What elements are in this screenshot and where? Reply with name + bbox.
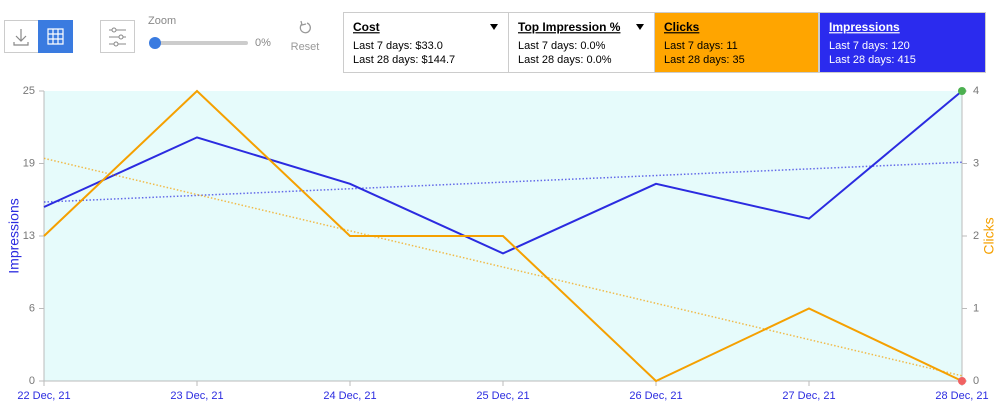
dropdown-arrow[interactable] — [490, 24, 498, 30]
card-title: Top Impression % — [518, 20, 621, 34]
x-tick-label: 27 Dec, 21 — [782, 390, 835, 402]
y-tick-label: 6 — [29, 302, 35, 314]
trend-line — [43, 161, 963, 203]
chart: 0 6 13 19 25 0 1 2 3 4 22 Dec, 21 23 Dec, 21 24 Dec,… — [6, 85, 997, 402]
card-stat: Last 28 days: 35 — [664, 54, 745, 66]
card-stat: Last 7 days: 120 — [829, 40, 910, 52]
table-button[interactable] — [38, 20, 73, 53]
y-tick-label: 19 — [23, 157, 35, 169]
card-stat: Last 28 days: 415 — [829, 54, 916, 66]
card-background — [819, 12, 986, 73]
y-tick-label: 13 — [23, 230, 35, 242]
x-tick-label: 22 Dec, 21 — [17, 390, 70, 402]
y-axis-title: Impressions — [6, 198, 22, 273]
data-line — [43, 90, 963, 255]
x-tick-label: 23 Dec, 21 — [170, 390, 223, 402]
metric-card[interactable]: Top Impression % Last 7 days: 0.0% Last 28… — [508, 12, 655, 73]
reset-label: Reset — [291, 41, 320, 53]
card-stat: Last 7 days: 11 — [664, 40, 738, 52]
metric-card[interactable]: Impressions Last 7 days: 120 Last 28 days:… — [819, 12, 986, 73]
card-title: Clicks — [664, 20, 700, 34]
card-stat: Last 7 days: $33.0 — [353, 40, 443, 52]
zoom-track[interactable] — [155, 41, 248, 45]
y2-tick-label: 1 — [973, 302, 979, 314]
x-tick-label: 24 Dec, 21 — [323, 390, 376, 402]
download-button[interactable] — [4, 20, 39, 53]
y2-tick-label: 4 — [973, 85, 979, 97]
card-stat: Last 7 days: 0.0% — [518, 40, 606, 52]
end-marker — [958, 377, 966, 385]
y2-tick-label: 3 — [973, 157, 979, 169]
settings-button[interactable] — [100, 20, 135, 53]
card-stat: Last 28 days: $144.7 — [353, 54, 455, 66]
y2-tick-label: 0 — [973, 375, 979, 387]
card-title: Cost — [353, 20, 380, 34]
y2-axis-title: Clicks — [981, 217, 997, 254]
x-tick-label: 25 Dec, 21 — [476, 390, 529, 402]
reset-button[interactable]: Reset — [291, 20, 320, 53]
y-tick-label: 0 — [29, 375, 35, 387]
metric-cards: Cost Last 7 days: $33.0 Last 28 days: $144… — [343, 12, 986, 73]
dropdown-arrow[interactable] — [636, 24, 644, 30]
card-background — [343, 12, 509, 73]
x-tick-label: 28 Dec, 21 — [935, 390, 988, 402]
metric-card[interactable]: Cost Last 7 days: $33.0 Last 28 days: $144… — [343, 12, 509, 73]
end-marker — [958, 87, 966, 95]
card-title: Impressions — [829, 20, 900, 34]
zoom-label: Zoom — [148, 15, 176, 27]
x-tick-label: 26 Dec, 21 — [629, 390, 682, 402]
card-background — [654, 12, 819, 73]
zoom-value: 0% — [255, 37, 271, 49]
metric-card[interactable]: Clicks Last 7 days: 11 Last 28 days: 35 — [654, 12, 819, 73]
data-line — [43, 89, 963, 383]
zoom-handle[interactable] — [149, 37, 161, 49]
y2-tick-label: 2 — [973, 230, 979, 242]
card-stat: Last 28 days: 0.0% — [518, 54, 612, 66]
y-tick-label: 25 — [23, 85, 35, 97]
